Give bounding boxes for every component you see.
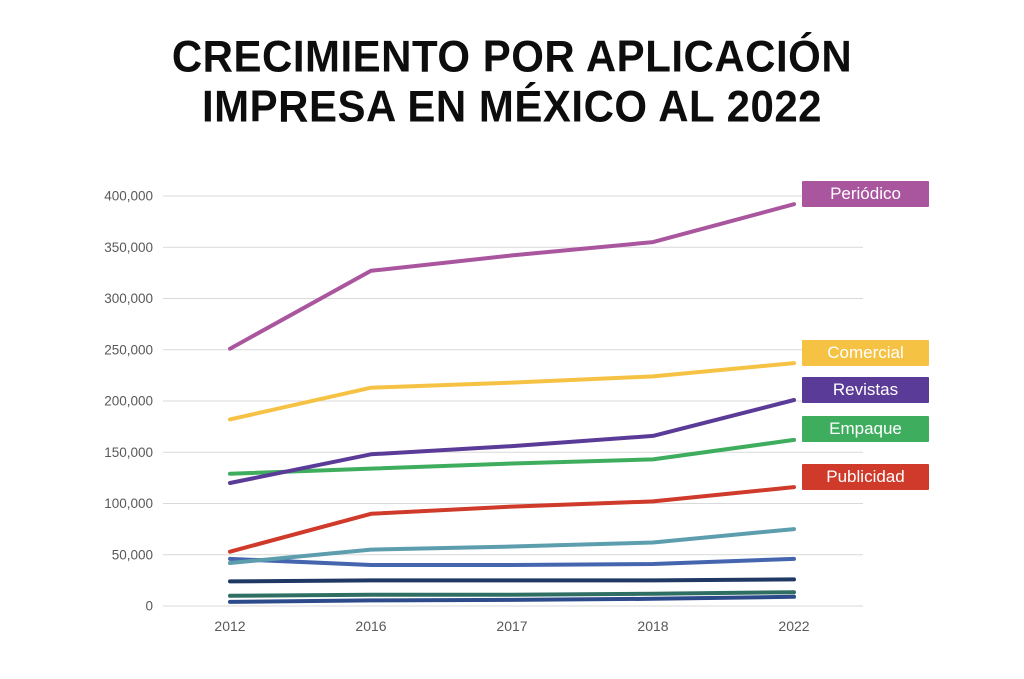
series-line-empaque (228, 437, 796, 476)
y-axis-tick-label: 100,000 (104, 496, 153, 511)
x-axis-tick-label: 2018 (637, 618, 668, 634)
y-axis-tick-label: 150,000 (104, 445, 153, 460)
series-line-unlabeled-6 (228, 527, 796, 565)
y-axis-tick-label: 400,000 (104, 189, 153, 204)
series-line-unlabeled-8 (228, 577, 796, 584)
series-line-unlabeled-10 (228, 594, 796, 604)
y-axis-tick-label: 300,000 (104, 291, 153, 306)
legend-periodico: Periódico (802, 180, 929, 207)
legend-comercial: Comercial (802, 339, 929, 366)
y-axis-tick-label: 250,000 (104, 342, 153, 357)
y-axis-tick-label: 0 (145, 599, 153, 614)
series-line-revistas (228, 398, 796, 485)
x-axis-tick-label: 2022 (778, 618, 809, 634)
x-axis-tick-label: 2012 (214, 618, 245, 634)
series-line-periodico (228, 202, 796, 351)
legend-publicidad: Publicidad (802, 463, 929, 490)
chart-title: CRECIMIENTO POR APLICACIÓN IMPRESA EN MÉ… (0, 32, 1024, 131)
chart-title-line-1: CRECIMIENTO POR APLICACIÓN (171, 31, 853, 82)
series-line-unlabeled-7 (228, 556, 796, 567)
x-axis-tick-label: 2017 (496, 618, 527, 634)
series-line-comercial (228, 361, 796, 422)
series-line-unlabeled-9 (228, 590, 796, 598)
legend-empaque: Empaque (802, 416, 929, 443)
x-axis-tick-label: 2016 (355, 618, 386, 634)
legend-revistas: Revistas (802, 376, 929, 403)
series-line-publicidad (228, 485, 796, 554)
chart-title-line-2: IMPRESA EN MÉXICO AL 2022 (201, 81, 823, 131)
y-axis-tick-label: 350,000 (104, 240, 153, 255)
y-axis-tick-label: 50,000 (112, 547, 153, 562)
y-axis-tick-label: 200,000 (104, 394, 153, 409)
